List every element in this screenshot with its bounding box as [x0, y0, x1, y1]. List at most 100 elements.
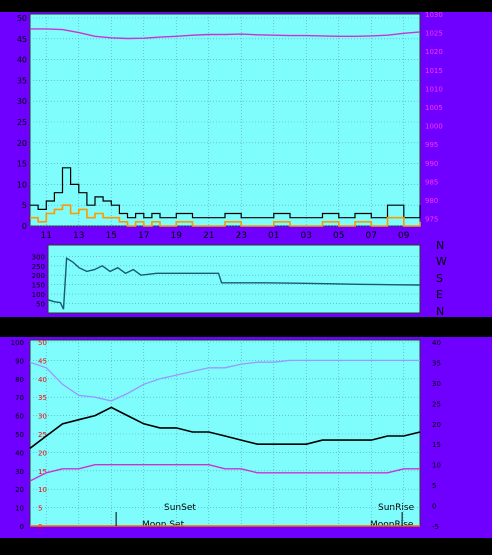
- dir-y-tick-label: 100: [32, 291, 45, 299]
- baro-y-tick-label: 1020: [425, 48, 443, 56]
- wind-baro-plot-area: [29, 13, 421, 227]
- temp-x-tick-label: 03: [301, 539, 312, 549]
- moonset-label: Moon Set: [142, 520, 185, 530]
- rainfall-label: Rainfall (mm): [2, 322, 70, 333]
- barometer-label: Barometer (hpa): [370, 2, 453, 13]
- dir-y-tick-label: 150: [32, 282, 45, 290]
- temperature-line: [29, 406, 421, 449]
- rain-y-tick-label: 15: [38, 468, 47, 476]
- temp-y-tick-label: 35: [432, 359, 441, 367]
- baro-y-tick-label: 985: [425, 178, 438, 186]
- wind-average-line: [30, 204, 421, 227]
- temp-y-tick-label: 10: [432, 462, 441, 470]
- humidity-y-tick-label: 70: [15, 394, 24, 402]
- dir-y-tick-label: 300: [32, 253, 45, 261]
- top-label-strip: [0, 0, 492, 12]
- temp-x-tick-label: 21: [203, 539, 214, 549]
- bottom-strip: [0, 538, 492, 555]
- wind-x-tick-label: 05: [333, 231, 344, 241]
- baro-y-tick-label: 1005: [425, 104, 443, 112]
- wind-x-tick-label: 07: [366, 231, 377, 241]
- humidity-y-tick-label: 60: [15, 413, 24, 421]
- temp-y-tick-label: 0: [432, 503, 436, 511]
- rain-y-tick-label: 0: [38, 523, 42, 531]
- dir-y-tick-label: 50: [36, 301, 45, 309]
- wind-y-tick-label: 50: [17, 14, 27, 23]
- baro-y-tick-label: 980: [425, 197, 438, 205]
- baro-y-tick-label: 1015: [425, 67, 443, 75]
- wind-direction-line: [47, 256, 421, 310]
- sunrise-label: SunRise: [378, 503, 415, 513]
- wind-x-tick-label: 23: [236, 231, 247, 241]
- baro-y-tick-label: 1010: [425, 85, 443, 93]
- direction-label-n-top: N: [436, 239, 444, 252]
- temp-y-tick-label: -5: [432, 523, 439, 531]
- humidity-line: [29, 359, 420, 402]
- wind-y-tick-label: 25: [17, 118, 27, 127]
- lower-label-strip: [0, 317, 492, 337]
- rain-y-tick-label: 10: [38, 486, 47, 494]
- humidity-y-tick-label: 10: [15, 505, 24, 513]
- direction-label-e: E: [436, 288, 443, 301]
- dir-y-tick-label: 200: [32, 272, 45, 280]
- wind-x-tick-label: 21: [203, 231, 214, 241]
- wind-y-tick-label: 5: [22, 201, 27, 210]
- wind-y-tick-label: 15: [17, 160, 27, 169]
- moonrise-label: MoonRise: [370, 520, 414, 530]
- humidity-y-tick-label: 90: [15, 357, 24, 365]
- windspeed-label: Windspeed (kph): [32, 2, 117, 13]
- temp-hum-plot-area: [29, 339, 421, 527]
- temp-y-tick-label: 40: [432, 339, 441, 347]
- wind-y-tick-label: 20: [17, 139, 27, 148]
- temp-y-tick-label: 20: [432, 421, 441, 429]
- wind-x-tick-label: 11: [41, 231, 52, 241]
- baro-y-tick-label: 1025: [425, 30, 443, 38]
- temp-x-tick-label: 09: [398, 539, 410, 549]
- sunset-label: SunSet: [164, 503, 196, 513]
- temp-x-tick-label: 23: [236, 539, 247, 549]
- wind-x-tick-label: 01: [268, 231, 279, 241]
- humidity-y-tick-label: 100: [11, 339, 24, 347]
- humidity-y-tick-label: 80: [15, 376, 24, 384]
- direction-label-n-bottom: N: [436, 305, 444, 318]
- wind-y-tick-label: 10: [17, 180, 27, 189]
- temp-y-tick-label: 30: [432, 380, 441, 388]
- dewpoint-label: Dew Point (°C): [394, 322, 467, 333]
- humidity-y-tick-label: 30: [15, 468, 24, 476]
- rain-y-tick-label: 20: [38, 449, 47, 457]
- baro-y-tick-label: 995: [425, 141, 438, 149]
- temp-x-tick-label: 01: [268, 539, 279, 549]
- temp-x-tick-label: 19: [171, 539, 183, 549]
- rain-y-tick-label: 30: [38, 413, 47, 421]
- wind-x-tick-label: 03: [301, 231, 312, 241]
- rain-y-tick-label: 45: [38, 357, 47, 365]
- wind-y-tick-label: 30: [17, 97, 27, 106]
- baro-y-tick-label: 1000: [425, 123, 443, 131]
- baro-y-tick-label: 975: [425, 216, 438, 224]
- rain-y-tick-label: 50: [38, 339, 47, 347]
- temp-x-tick-label: 15: [106, 539, 117, 549]
- wind-y-tick-label: 0: [22, 222, 27, 231]
- rain-y-tick-label: 5: [38, 505, 42, 513]
- direction-label-s: S: [436, 272, 443, 285]
- wind-y-tick-label: 40: [17, 56, 27, 65]
- direction-label-w: W: [436, 255, 447, 268]
- temperature-label: Temperature (°C): [311, 322, 398, 333]
- rain-y-tick-label: 35: [38, 394, 47, 402]
- dir-y-tick-label: 250: [32, 263, 45, 271]
- humidity-y-tick-label: 20: [15, 486, 24, 494]
- temp-y-tick-label: 25: [432, 400, 441, 408]
- humidity-label: Humidity (%): [66, 322, 132, 333]
- baro-y-tick-label: 1030: [425, 11, 443, 19]
- graph-title: 24 hour graph day : 12 July 2018: [172, 2, 337, 13]
- wind-gust-line: [30, 167, 421, 219]
- wind-y-tick-label: 45: [17, 35, 27, 44]
- wind-x-tick-label: 09: [398, 231, 410, 241]
- wind-x-tick-label: 13: [73, 231, 84, 241]
- temp-x-tick-label: 13: [73, 539, 84, 549]
- rain-y-tick-label: 25: [38, 431, 47, 439]
- temp-x-tick-label: 05: [333, 539, 344, 549]
- humidity-y-tick-label: 50: [15, 431, 24, 439]
